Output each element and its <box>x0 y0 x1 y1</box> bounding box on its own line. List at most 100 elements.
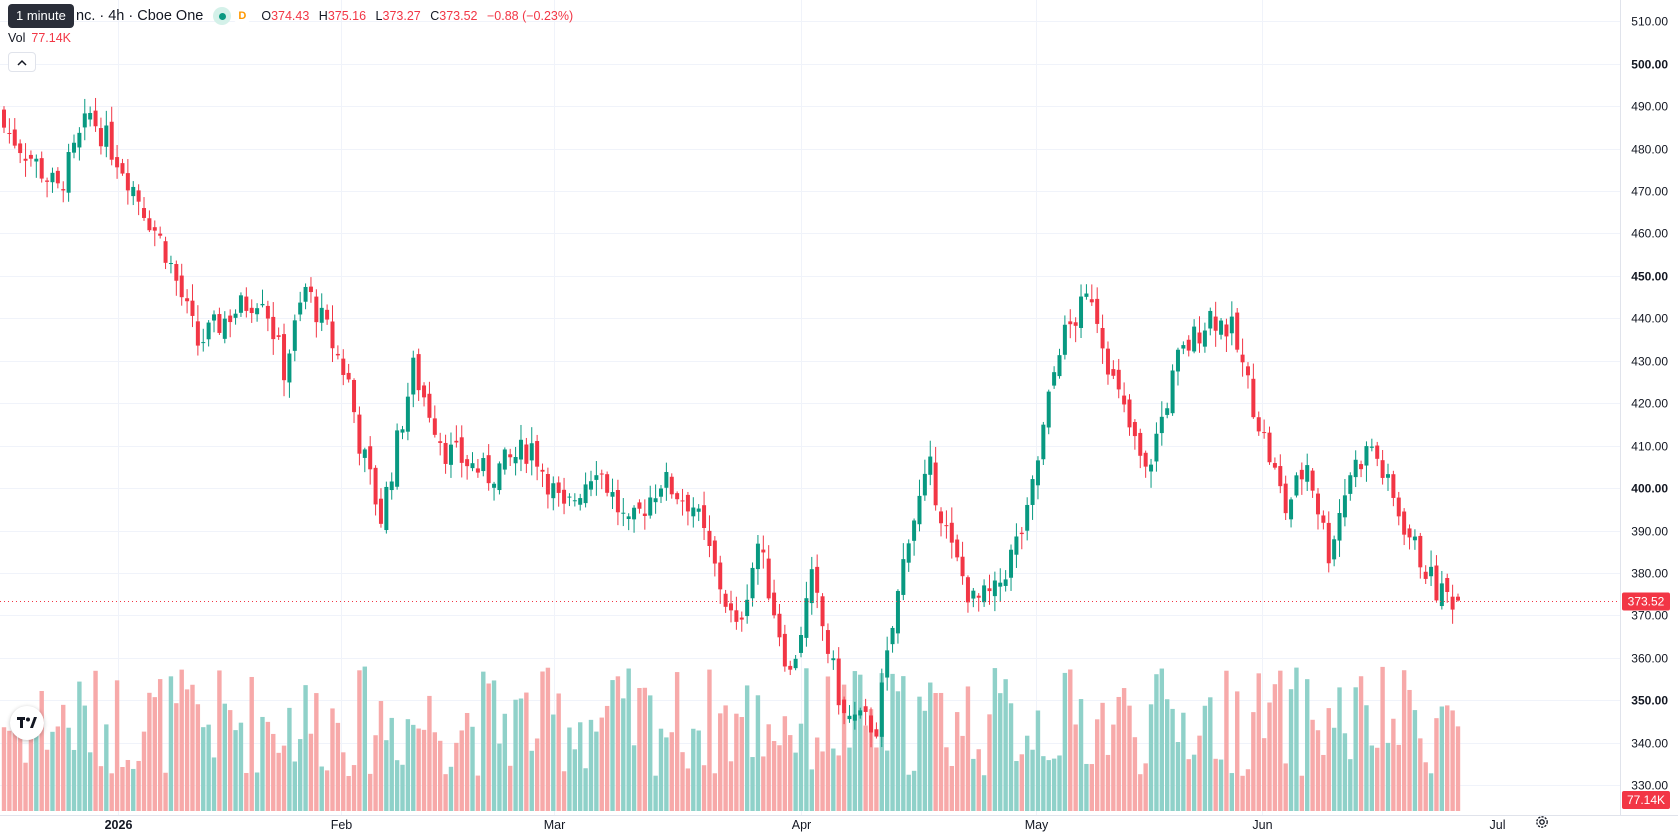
candle-body <box>1240 354 1245 363</box>
volume-bar <box>389 717 394 811</box>
time-tick-label: Mar <box>544 818 566 832</box>
price-tick-label: 350.00 <box>1631 694 1668 708</box>
candle-body <box>1342 495 1347 518</box>
volume-bar <box>1348 759 1353 811</box>
volume-bar <box>405 719 411 811</box>
candle-body <box>707 530 712 547</box>
candle-body <box>1380 460 1385 478</box>
candle-body <box>168 263 173 265</box>
volume-bar <box>1240 775 1245 811</box>
candle-body <box>982 585 987 603</box>
volume-bar <box>44 749 50 811</box>
price-axis[interactable]: 510.00 500.00 490.00 480.00 470.00 460.00 450.… <box>1631 15 1668 793</box>
volume-bar <box>637 688 642 811</box>
volume-bar <box>610 680 615 811</box>
volume-bar <box>1428 773 1434 811</box>
candle-body <box>1402 511 1407 535</box>
volume-bar <box>788 735 793 811</box>
volume-bar <box>1455 726 1461 811</box>
volume-bar <box>1294 667 1299 811</box>
settings-button[interactable] <box>1532 812 1552 832</box>
candle-body <box>411 357 416 395</box>
last-volume-badge: 77.14K <box>1622 791 1670 809</box>
candle-body <box>992 580 997 597</box>
volume-bar <box>578 722 583 811</box>
price-tick-label: 430.00 <box>1631 355 1668 369</box>
volume-label: Vol <box>8 31 26 45</box>
price-candles <box>2 97 1460 748</box>
market-status[interactable]: D <box>213 7 252 25</box>
volume-bar <box>556 693 561 811</box>
candle-body <box>702 505 707 529</box>
volume-bar <box>685 768 691 811</box>
candle-body <box>104 125 109 147</box>
volume-bar <box>1418 738 1423 811</box>
candle-body <box>497 463 502 491</box>
collapse-legend-button[interactable] <box>8 52 36 72</box>
volume-bar <box>147 692 152 811</box>
candle-body <box>77 132 82 148</box>
candle-body <box>605 474 610 493</box>
time-tick-label: May <box>1025 818 1049 832</box>
candle-body <box>1057 355 1062 377</box>
volume-bar <box>1407 689 1412 811</box>
volume-bar <box>884 750 890 811</box>
candle-body <box>734 610 739 622</box>
volume-bar <box>297 739 303 811</box>
candle-body <box>518 439 523 460</box>
volume-bar <box>1380 666 1385 811</box>
symbol-legend[interactable]: nc. · 4h · Cboe One D O374.43 H375.16 L3… <box>8 6 579 26</box>
candle-body <box>292 320 297 351</box>
volume-bar <box>626 668 631 811</box>
volume-bar <box>1089 764 1095 811</box>
candle-body <box>1219 320 1224 335</box>
candle-body <box>513 457 518 464</box>
volume-bar <box>906 774 911 811</box>
low-label: L <box>375 9 383 23</box>
symbol-title[interactable]: nc. · 4h · Cboe One <box>76 8 204 24</box>
volume-bar <box>572 749 578 811</box>
ohlc-values: O374.43 H375.16 L373.27 C373.52 −0.88 (−… <box>261 9 579 23</box>
candle-body <box>405 396 410 432</box>
time-tick-label: 2026 <box>105 818 133 832</box>
candle-body <box>1127 399 1132 428</box>
candle-body <box>621 512 626 514</box>
volume-bar <box>141 731 147 811</box>
volume-bar <box>481 671 486 811</box>
volume-bar <box>1068 669 1073 811</box>
volume-bar <box>621 698 626 811</box>
volume-bar <box>394 760 400 811</box>
volume-bar <box>529 750 534 811</box>
candle-body <box>847 715 852 720</box>
volume-bar <box>1024 735 1030 811</box>
candle-body <box>782 633 787 667</box>
volume-bar <box>1310 719 1315 811</box>
candle-body <box>895 590 900 634</box>
candle-body <box>454 440 459 443</box>
candle-body <box>755 543 760 570</box>
candle-body <box>1429 566 1434 577</box>
volume-bar <box>421 729 427 811</box>
tradingview-logo[interactable] <box>10 706 44 740</box>
volume-bar <box>71 749 77 811</box>
volume-bar <box>233 730 238 811</box>
candle-body <box>163 241 168 263</box>
volume-bar <box>551 714 556 811</box>
candle-body <box>615 490 620 513</box>
volume-bar <box>723 705 728 811</box>
time-axis[interactable]: 2026 Feb Mar Apr May Jun Jul <box>105 818 1506 832</box>
volume-bar <box>1127 705 1132 811</box>
volume-bar <box>1148 704 1154 811</box>
volume-bar <box>1331 727 1337 811</box>
volume-bar <box>658 728 664 811</box>
candle-body <box>244 296 249 311</box>
volume-bar <box>545 667 551 811</box>
volume-bar <box>357 670 362 811</box>
candle-body <box>384 486 389 531</box>
candle-body <box>50 172 55 183</box>
candle-body <box>890 627 895 645</box>
candle-body <box>18 143 23 154</box>
volume-legend[interactable]: Vol 77.14K <box>8 31 71 45</box>
